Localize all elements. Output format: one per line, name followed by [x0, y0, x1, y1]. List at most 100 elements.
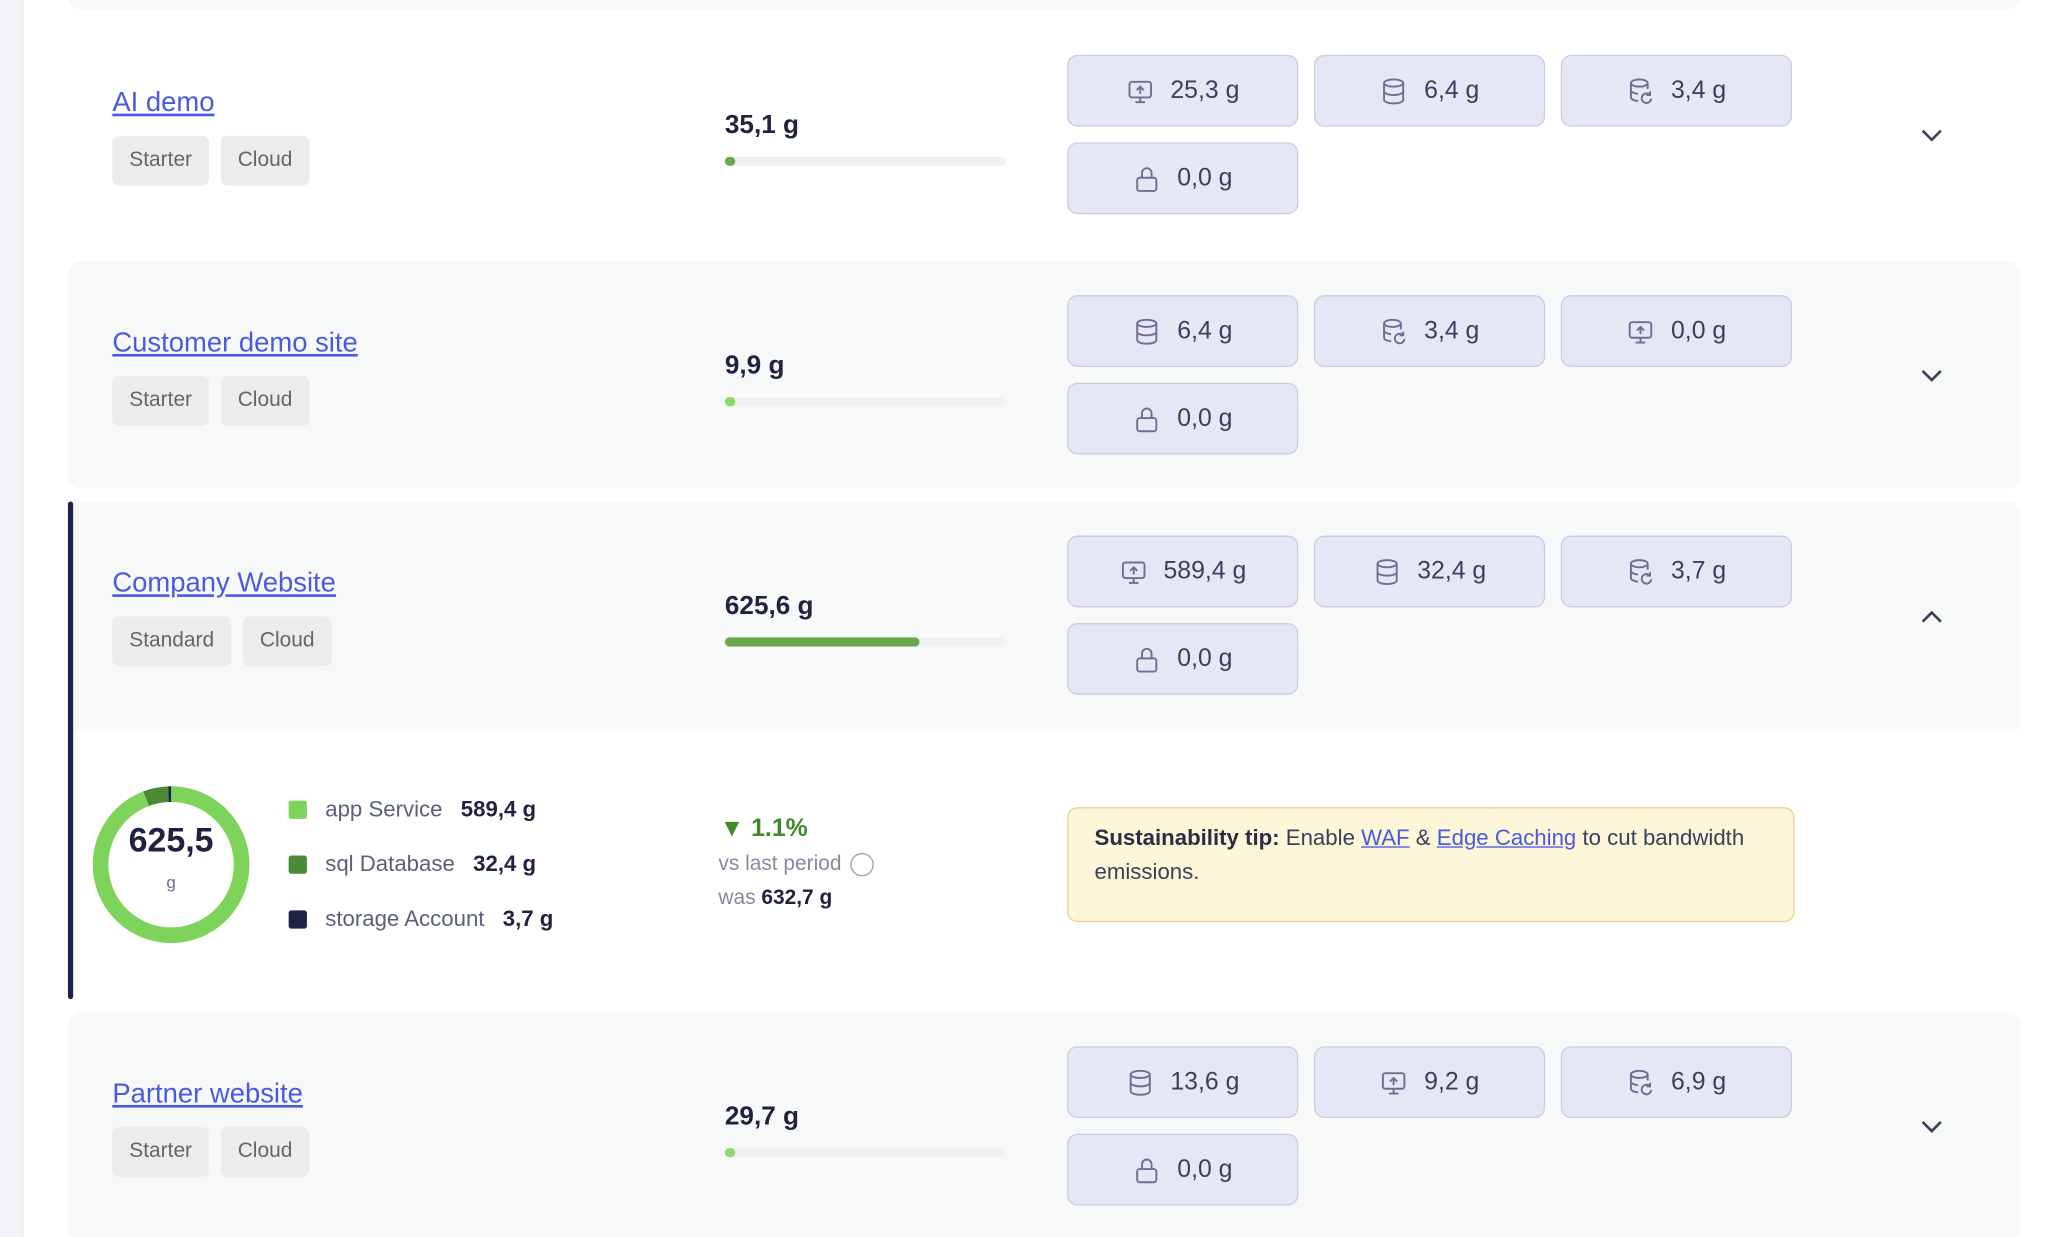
- chip-icon: [1121, 560, 1146, 584]
- chip-value: 0,0 g: [1177, 404, 1233, 432]
- donut-total: 625,5: [128, 820, 214, 860]
- legend-swatch: [288, 855, 307, 874]
- chip-value: 25,3 g: [1170, 76, 1240, 104]
- chip-icon: [1136, 647, 1158, 672]
- chip: 13,6 g: [1067, 1046, 1299, 1119]
- previous-value: 632,7 g: [761, 886, 833, 910]
- previous-card: [67, 0, 2021, 10]
- chip-icon: [1630, 77, 1653, 104]
- row-name-link[interactable]: Customer demo site: [112, 327, 358, 358]
- chip-value: 32,4 g: [1417, 557, 1487, 585]
- chip: 3,4 g: [1313, 295, 1546, 368]
- chip-icon: [1129, 1069, 1151, 1096]
- chip-icon: [1136, 406, 1158, 432]
- expand-chevron[interactable]: [1919, 1118, 1945, 1136]
- chip: 9,2 g: [1313, 1046, 1546, 1119]
- chip-value: 3,4 g: [1670, 76, 1727, 104]
- row-total: 625,6 g: [724, 591, 814, 621]
- chip-value: 6,9 g: [1670, 1067, 1727, 1096]
- chip-value: 9,2 g: [1424, 1067, 1480, 1096]
- chip-icon: [1376, 558, 1398, 585]
- chip: 0,0 g: [1067, 382, 1299, 455]
- chip-icon: [1382, 1071, 1406, 1094]
- tip-text: &: [1415, 825, 1431, 851]
- legend-swatch: [288, 910, 307, 929]
- chip-icon: [1136, 166, 1158, 192]
- tag: Cloud: [242, 616, 332, 667]
- chip-icon: [1136, 1157, 1158, 1183]
- tip-text: Enable: [1285, 825, 1355, 851]
- donut: [92, 786, 250, 944]
- change-caption: vs last period: [718, 852, 842, 876]
- row-name-link[interactable]: Partner website: [112, 1078, 303, 1109]
- tag: Cloud: [220, 1127, 310, 1177]
- tip-link[interactable]: WAF: [1361, 825, 1410, 851]
- row-name-link[interactable]: AI demo: [112, 87, 215, 118]
- legend-value: 32,4 g: [473, 851, 537, 877]
- row-total: 29,7 g: [724, 1102, 799, 1132]
- chip-value: 3,7 g: [1670, 557, 1727, 585]
- tag: Standard: [112, 616, 232, 667]
- chip-value: 3,4 g: [1424, 316, 1480, 345]
- tag: Cloud: [220, 135, 310, 186]
- chip: 6,4 g: [1067, 295, 1299, 368]
- chip-value: 0,0 g: [1177, 1155, 1233, 1183]
- bar-fill: [724, 156, 736, 166]
- tip-text: to cut bandwidth emissions.: [1094, 825, 1745, 885]
- tip-link[interactable]: Edge Caching: [1436, 825, 1577, 851]
- legend-value: 589,4 g: [460, 796, 537, 822]
- chip: 0,0 g: [1067, 1133, 1299, 1206]
- chip: 6,9 g: [1560, 1046, 1792, 1119]
- row-total: 9,9 g: [724, 351, 785, 381]
- bar-fill: [724, 1148, 736, 1158]
- bar-fill: [724, 397, 736, 407]
- sidebar-edge: [0, 0, 24, 1237]
- chip-value: 6,4 g: [1177, 316, 1233, 345]
- chip-value: 6,4 g: [1424, 76, 1480, 104]
- collapse-chevron[interactable]: [1919, 607, 1945, 625]
- expand-chevron[interactable]: [1919, 127, 1945, 145]
- tag: Starter: [112, 1127, 209, 1177]
- donut-segment: [168, 786, 172, 803]
- legend-name: app Service: [325, 796, 443, 822]
- row-name-link[interactable]: Company Website: [112, 568, 336, 599]
- tag: Starter: [112, 376, 209, 426]
- chip: 0,0 g: [1067, 142, 1299, 215]
- chip-value: 0,0 g: [1670, 316, 1727, 345]
- donut-segment: [143, 786, 169, 807]
- bar-track: [724, 156, 1006, 166]
- chip-value: 13,6 g: [1170, 1067, 1240, 1096]
- chip-icon: [1128, 80, 1153, 103]
- bar-track: [724, 397, 1006, 407]
- legend-name: storage Account: [325, 906, 485, 932]
- chip-icon: [1383, 77, 1405, 104]
- legend-item: storage Account 3,7 g: [288, 904, 553, 935]
- chip: 0,0 g: [1560, 295, 1792, 368]
- tag: Starter: [112, 135, 209, 186]
- legend-item: sql Database 32,4 g: [288, 849, 537, 880]
- expanded-marker: [67, 501, 74, 1000]
- chip-icon: [1629, 320, 1653, 343]
- chip: 32,4 g: [1313, 535, 1546, 608]
- legend-name: sql Database: [325, 851, 455, 877]
- chip-icon: [1630, 1069, 1653, 1095]
- chip-icon: [1383, 318, 1406, 344]
- legend-swatch: [288, 800, 307, 819]
- expand-chevron[interactable]: [1919, 367, 1945, 385]
- tip-box: Sustainability tip: Enable WAF & Edge Ca…: [1067, 807, 1795, 923]
- help-icon[interactable]: [850, 852, 875, 877]
- chip: 25,3 g: [1067, 54, 1299, 127]
- bar-fill: [724, 637, 920, 647]
- previous-prefix: was: [718, 886, 756, 910]
- tip-title: Sustainability tip:: [1094, 825, 1280, 851]
- donut-segment: [92, 786, 250, 944]
- chip-value: 589,4 g: [1163, 557, 1247, 585]
- change-caption-row: vs last period: [718, 852, 875, 877]
- chip: 3,7 g: [1560, 535, 1792, 608]
- previous-row: was 632,7 g: [718, 887, 832, 911]
- chip-icon: [1630, 558, 1653, 584]
- chip-value: 0,0 g: [1177, 644, 1233, 672]
- bar-track: [724, 1148, 1006, 1158]
